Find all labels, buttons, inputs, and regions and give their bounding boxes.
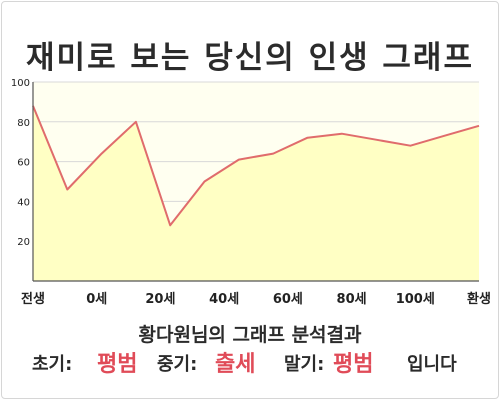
y-tick-label: 60 [17, 158, 30, 169]
mid-label: 중기: [157, 354, 198, 375]
x-tick-label: 20세 [145, 292, 175, 307]
y-tick-label: 20 [17, 237, 30, 248]
result-title: 황다원님의 그래프 분석결과 [138, 324, 362, 346]
x-tick-label: 80세 [337, 292, 367, 307]
y-tick-label: 80 [17, 118, 30, 129]
x-tick-label: 100세 [396, 292, 435, 307]
y-axis-ticks: 20 40 60 80 100 [11, 78, 30, 248]
mid-value: 출세 [215, 352, 256, 377]
x-tick-label: 60세 [273, 292, 303, 307]
late-value: 평범 [333, 352, 374, 377]
chart-title: 재미로 보는 당신의 인생 그래프 [26, 40, 474, 76]
late-label: 말기: [284, 354, 325, 375]
graph-line [32, 105, 480, 227]
x-tick-label: 전생 [21, 291, 45, 307]
y-tick-label: 100 [11, 78, 30, 89]
result-suffix: 입니다 [407, 354, 457, 375]
x-tick-label: 40세 [209, 292, 239, 307]
result-line: 초기: 평범 중기: 출세 말기: 평범 입니다 [2, 345, 498, 385]
x-axis-ticks: 전생 0세 20세 40세 60세 80세 100세 환생 [21, 291, 491, 307]
x-tick-label: 0세 [86, 292, 107, 307]
x-tick-label: 환생 [467, 291, 491, 307]
early-value: 평범 [97, 352, 138, 377]
y-tick-label: 40 [17, 197, 30, 208]
axes [32, 82, 479, 282]
early-label: 초기: [32, 354, 73, 375]
